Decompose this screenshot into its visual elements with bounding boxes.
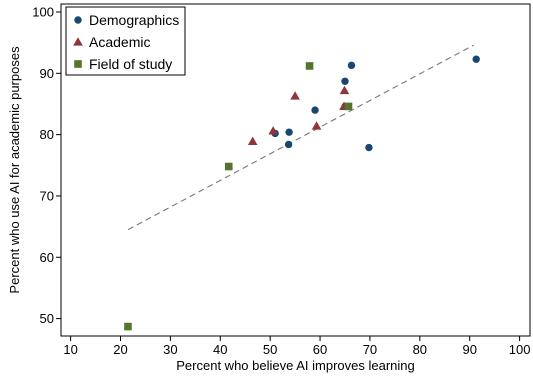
- data-point-square: [305, 62, 314, 70]
- trendline-layer: [127, 44, 474, 231]
- legend-label: Academic: [89, 34, 150, 50]
- data-point-triangle: [339, 85, 350, 95]
- x-tick-label: 70: [363, 342, 377, 357]
- legend: Demographics Academic Field of study: [65, 6, 186, 76]
- plot-frame: [60, 3, 531, 337]
- data-point-circle: [341, 77, 349, 85]
- y-tick-label: 60: [40, 250, 54, 265]
- data-point-circle: [285, 128, 293, 136]
- data-point-circle: [284, 140, 293, 149]
- data-point-circle: [311, 106, 319, 114]
- data-points-layer: [124, 55, 480, 331]
- y-tick-label: 100: [32, 5, 54, 20]
- x-axis-title: Percent who believe AI improves learning: [176, 358, 414, 373]
- legend-items: Demographics Academic Field of study: [73, 12, 179, 72]
- x-tick-label: 40: [213, 342, 227, 357]
- x-tick-label: 90: [462, 342, 476, 357]
- x-tick-label: 50: [263, 342, 277, 357]
- y-tick-label: 90: [40, 66, 54, 81]
- trendline: [127, 44, 474, 231]
- data-point-circle: [347, 61, 356, 70]
- data-point-triangle: [311, 121, 322, 130]
- legend-marker-triangle: [73, 37, 83, 46]
- data-point-square: [224, 162, 233, 171]
- data-point-square: [124, 322, 132, 331]
- data-point-triangle: [247, 136, 258, 145]
- y-tick-label: 50: [40, 311, 54, 326]
- legend-label: Field of study: [89, 56, 172, 72]
- x-tick-label: 20: [113, 342, 127, 357]
- x-tick-label: 10: [63, 342, 77, 357]
- y-tick-label: 70: [40, 188, 54, 203]
- legend-box: [65, 6, 186, 76]
- data-point-circle: [472, 55, 480, 63]
- data-point-triangle: [268, 126, 278, 135]
- axis-ticks: 10 20 30 40 50 60 70 80 90 100 50 60 70 80 90 100: [32, 5, 530, 358]
- x-tick-label: 30: [163, 342, 177, 357]
- x-tick-label: 100: [509, 342, 531, 357]
- legend-label: Demographics: [89, 12, 179, 28]
- legend-marker-square: [74, 60, 82, 68]
- y-axis-title: Percent who use AI for academic purposes: [7, 46, 22, 294]
- data-point-circle: [365, 143, 373, 152]
- y-tick-label: 80: [40, 127, 54, 142]
- data-point-square: [344, 102, 353, 111]
- x-tick-label: 60: [313, 342, 327, 357]
- x-tick-label: 80: [413, 342, 427, 357]
- data-point-triangle: [290, 91, 300, 100]
- legend-marker-circle: [74, 16, 82, 24]
